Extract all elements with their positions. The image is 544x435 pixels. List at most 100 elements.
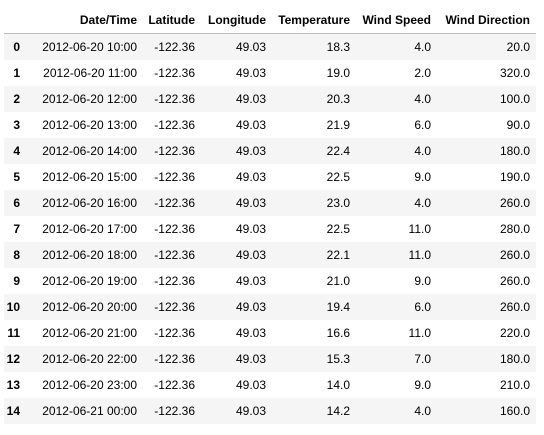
temperature-cell: 22.1 bbox=[326, 248, 350, 262]
latitude-cell: -122.36 bbox=[154, 378, 195, 392]
table-row: 4 2012-06-20 14:00 -122.36 49.03 22.4 4.0 180.… bbox=[4, 138, 536, 164]
temperature-cell: 22.5 bbox=[326, 170, 350, 184]
longitude-cell: 49.03 bbox=[235, 144, 266, 158]
wind-direction-cell: 20.0 bbox=[506, 40, 530, 54]
row-index: 10 bbox=[6, 300, 20, 314]
latitude-cell: -122.36 bbox=[154, 404, 195, 418]
wind-speed-cell: 4.0 bbox=[414, 196, 431, 210]
temperature-cell: 19.4 bbox=[326, 300, 350, 314]
index-header bbox=[4, 7, 30, 34]
wind-speed-cell: 2.0 bbox=[414, 66, 431, 80]
row-index: 7 bbox=[13, 222, 20, 236]
latitude-cell: -122.36 bbox=[154, 92, 195, 106]
table-body: 0 2012-06-20 10:00 -122.36 49.03 18.3 4.0 20.0… bbox=[4, 33, 536, 424]
temperature-cell: 19.0 bbox=[326, 66, 350, 80]
temperature-cell: 21.9 bbox=[326, 118, 350, 132]
wind-direction-cell: 210.0 bbox=[499, 378, 530, 392]
wind-direction-cell: 260.0 bbox=[499, 196, 530, 210]
row-index: 14 bbox=[6, 404, 20, 418]
wind-direction-cell: 160.0 bbox=[499, 404, 530, 418]
row-index: 0 bbox=[13, 40, 20, 54]
wind-speed-cell: 4.0 bbox=[414, 40, 431, 54]
table-row: 3 2012-06-20 13:00 -122.36 49.03 21.9 6.0 90.0 bbox=[4, 112, 536, 138]
temperature-cell: 20.3 bbox=[326, 92, 350, 106]
row-index: 13 bbox=[6, 378, 20, 392]
longitude-cell: 49.03 bbox=[235, 222, 266, 236]
temperature-cell: 22.5 bbox=[326, 222, 350, 236]
wind-speed-cell: 11.0 bbox=[408, 248, 431, 262]
latitude-cell: -122.36 bbox=[154, 144, 195, 158]
longitude-cell: 49.03 bbox=[235, 352, 266, 366]
longitude-cell: 49.03 bbox=[235, 92, 266, 106]
date-time-cell: 2012-06-20 22:00 bbox=[42, 352, 137, 366]
latitude-cell: -122.36 bbox=[154, 170, 195, 184]
row-index: 12 bbox=[6, 352, 20, 366]
latitude-cell: -122.36 bbox=[154, 196, 195, 210]
table-row: 10 2012-06-20 20:00 -122.36 49.03 19.4 6.0 260… bbox=[4, 294, 536, 320]
table-row: 11 2012-06-20 21:00 -122.36 49.03 16.6 11.0 22… bbox=[4, 320, 536, 346]
wind-direction-cell: 100.0 bbox=[499, 92, 530, 106]
date-time-cell: 2012-06-21 00:00 bbox=[42, 404, 137, 418]
date-time-cell: 2012-06-20 13:00 bbox=[42, 118, 137, 132]
header-row: Date/Time Latitude Longitude Temperature… bbox=[4, 7, 536, 34]
date-time-cell: 2012-06-20 17:00 bbox=[42, 222, 137, 236]
wind-speed-cell: 9.0 bbox=[414, 378, 431, 392]
temperature-cell: 18.3 bbox=[326, 40, 350, 54]
longitude-cell: 49.03 bbox=[235, 274, 266, 288]
wind-speed-cell: 6.0 bbox=[414, 300, 431, 314]
wind-direction-cell: 180.0 bbox=[499, 144, 530, 158]
longitude-cell: 49.03 bbox=[235, 300, 266, 314]
table-row: 0 2012-06-20 10:00 -122.36 49.03 18.3 4.0 20.0 bbox=[4, 33, 536, 60]
wind-direction-cell: 280.0 bbox=[499, 222, 530, 236]
date-time-cell: 2012-06-20 23:00 bbox=[42, 378, 137, 392]
column-header-wind-speed: Wind Speed bbox=[356, 7, 437, 34]
temperature-cell: 21.0 bbox=[326, 274, 350, 288]
row-index: 8 bbox=[13, 248, 20, 262]
wind-speed-cell: 6.0 bbox=[414, 118, 431, 132]
wind-direction-cell: 260.0 bbox=[499, 300, 530, 314]
table-row: 5 2012-06-20 15:00 -122.36 49.03 22.5 9.0 190.… bbox=[4, 164, 536, 190]
wind-speed-cell: 11.0 bbox=[408, 222, 431, 236]
table-row: 8 2012-06-20 18:00 -122.36 49.03 22.1 11.0 260… bbox=[4, 242, 536, 268]
table-row: 2 2012-06-20 12:00 -122.36 49.03 20.3 4.0 100.… bbox=[4, 86, 536, 112]
column-header-latitude: Latitude bbox=[143, 7, 201, 34]
temperature-cell: 22.4 bbox=[326, 144, 350, 158]
row-index: 11 bbox=[7, 326, 20, 340]
longitude-cell: 49.03 bbox=[235, 404, 266, 418]
wind-speed-cell: 4.0 bbox=[414, 92, 431, 106]
longitude-cell: 49.03 bbox=[235, 196, 266, 210]
latitude-cell: -122.36 bbox=[154, 274, 195, 288]
date-time-cell: 2012-06-20 21:00 bbox=[42, 326, 137, 340]
wind-speed-cell: 4.0 bbox=[414, 144, 431, 158]
table-row: 6 2012-06-20 16:00 -122.36 49.03 23.0 4.0 260.… bbox=[4, 190, 536, 216]
column-header-wind-direction: Wind Direction bbox=[437, 7, 536, 34]
wind-direction-cell: 220.0 bbox=[499, 326, 530, 340]
column-header-date-time: Date/Time bbox=[30, 7, 143, 34]
wind-speed-cell: 4.0 bbox=[414, 404, 431, 418]
latitude-cell: -122.36 bbox=[154, 326, 195, 340]
wind-direction-cell: 190.0 bbox=[499, 170, 530, 184]
data-table: Date/Time Latitude Longitude Temperature… bbox=[4, 7, 536, 424]
column-header-temperature: Temperature bbox=[272, 7, 356, 34]
wind-speed-cell: 11.0 bbox=[408, 326, 431, 340]
row-index: 9 bbox=[13, 274, 20, 288]
row-index: 3 bbox=[13, 118, 20, 132]
temperature-cell: 14.2 bbox=[326, 404, 350, 418]
date-time-cell: 2012-06-20 15:00 bbox=[42, 170, 137, 184]
latitude-cell: -122.36 bbox=[154, 300, 195, 314]
latitude-cell: -122.36 bbox=[154, 248, 195, 262]
column-header-longitude: Longitude bbox=[201, 7, 272, 34]
date-time-cell: 2012-06-20 16:00 bbox=[42, 196, 137, 210]
latitude-cell: -122.36 bbox=[154, 118, 195, 132]
wind-speed-cell: 9.0 bbox=[414, 274, 431, 288]
wind-direction-cell: 260.0 bbox=[499, 274, 530, 288]
latitude-cell: -122.36 bbox=[154, 222, 195, 236]
temperature-cell: 14.0 bbox=[326, 378, 350, 392]
wind-direction-cell: 90.0 bbox=[506, 118, 530, 132]
wind-speed-cell: 7.0 bbox=[414, 352, 431, 366]
wind-speed-cell: 9.0 bbox=[414, 170, 431, 184]
table-row: 7 2012-06-20 17:00 -122.36 49.03 22.5 11.0 280… bbox=[4, 216, 536, 242]
row-index: 5 bbox=[13, 170, 20, 184]
date-time-cell: 2012-06-20 11:00 bbox=[43, 66, 137, 80]
longitude-cell: 49.03 bbox=[235, 248, 266, 262]
